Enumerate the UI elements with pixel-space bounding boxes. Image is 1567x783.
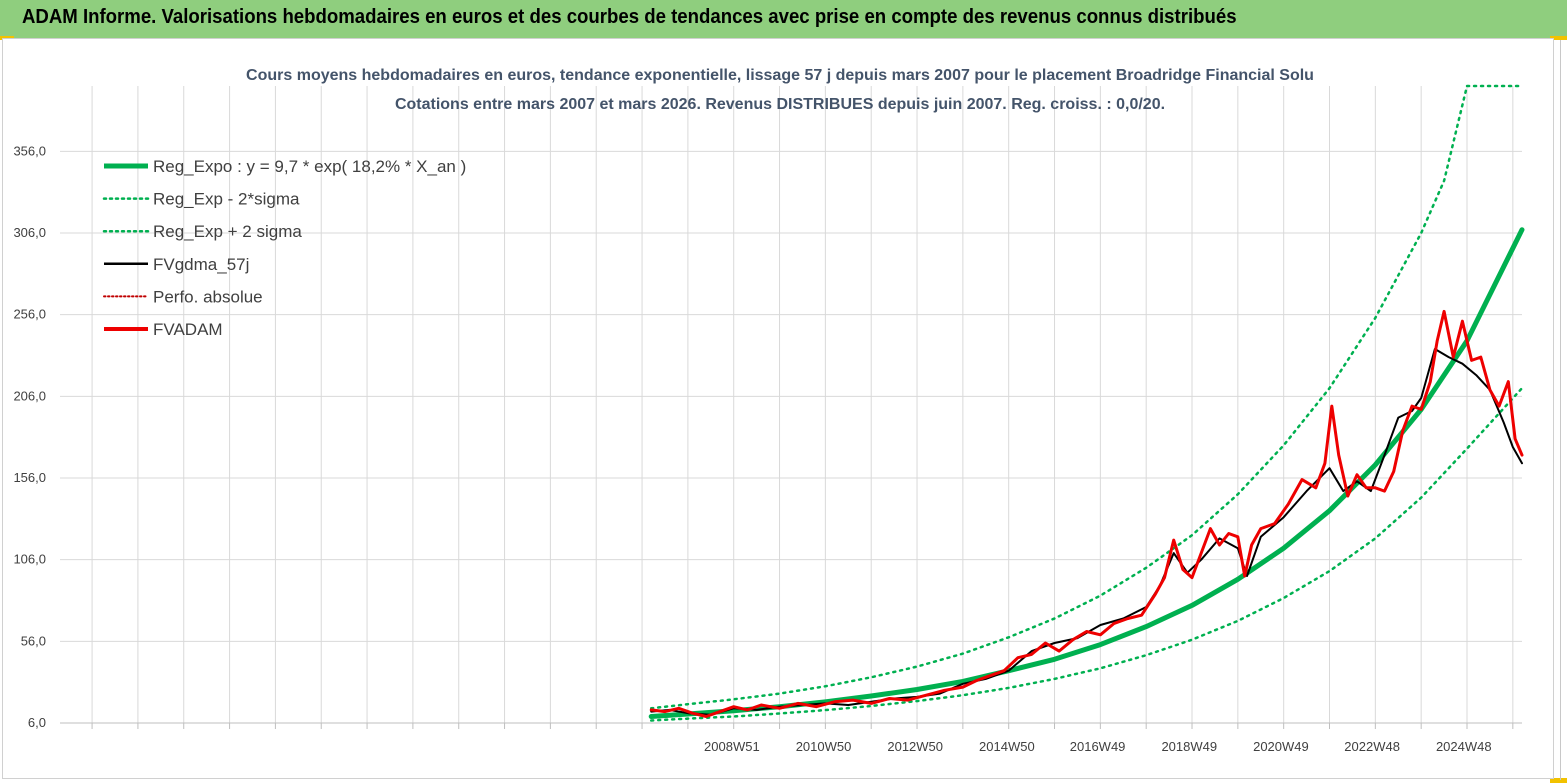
legend: Reg_Expo : y = 9,7 * exp( 18,2% * X_an )… (102, 157, 466, 339)
y-tick-label: 256,0 (13, 307, 46, 322)
legend-label: Reg_Expo : y = 9,7 * exp( 18,2% * X_an ) (153, 157, 466, 176)
header-banner: ADAM Informe. Valorisations hebdomadaire… (0, 0, 1567, 38)
y-tick-label: 6,0 (28, 715, 46, 730)
y-tick-label: 156,0 (13, 470, 46, 485)
y-tick-label: 106,0 (13, 552, 46, 567)
x-tick-label: 2022W48 (1344, 739, 1400, 754)
accent-bar-right (1550, 36, 1567, 40)
accent-bar-bottom-right (1550, 778, 1567, 783)
x-tick-label: 2010W50 (796, 739, 852, 754)
series-reg-minus-2sigma (649, 386, 1524, 722)
series-fvadam (649, 309, 1524, 718)
x-tick-label: 2012W50 (887, 739, 943, 754)
y-tick-label: 56,0 (21, 633, 46, 648)
legend-label: FVADAM (153, 320, 223, 339)
legend-label: Reg_Exp + 2 sigma (153, 222, 302, 241)
legend-label: FVgdma_57j (153, 255, 249, 274)
chart-frame (2, 38, 1554, 779)
series-layer (648, 84, 1525, 722)
y-tick-label: 306,0 (13, 225, 46, 240)
legend-label: Perfo. absolue (153, 287, 263, 306)
x-tick-label: 2008W51 (704, 739, 760, 754)
page-title: ADAM Informe. Valorisations hebdomadaire… (22, 6, 1237, 28)
y-tick-label: 356,0 (13, 143, 46, 158)
chart-title: Cours moyens hebdomadaires en euros, ten… (246, 67, 1314, 84)
x-tick-label: 2024W48 (1436, 739, 1492, 754)
series-fvgdma-57j (650, 348, 1523, 716)
chart-subtitle: Cotations entre mars 2007 et mars 2026. … (395, 96, 1165, 113)
y-tick-label: 206,0 (13, 388, 46, 403)
legend-label: Reg_Exp - 2*sigma (153, 190, 300, 209)
axis-layer: 6,0 56,0 106,0 156,0 206,0 256,0 306,0 356,0 200… (13, 143, 1522, 754)
x-tick-label: 2014W50 (979, 739, 1035, 754)
grid-layer (60, 86, 1522, 724)
x-tick-label: 2016W49 (1070, 739, 1126, 754)
x-tick-label: 2018W49 (1161, 739, 1217, 754)
series-reg-plus-2sigma (649, 84, 1524, 710)
frame-right-edge (1560, 40, 1561, 780)
x-tick-label: 2020W49 (1253, 739, 1309, 754)
